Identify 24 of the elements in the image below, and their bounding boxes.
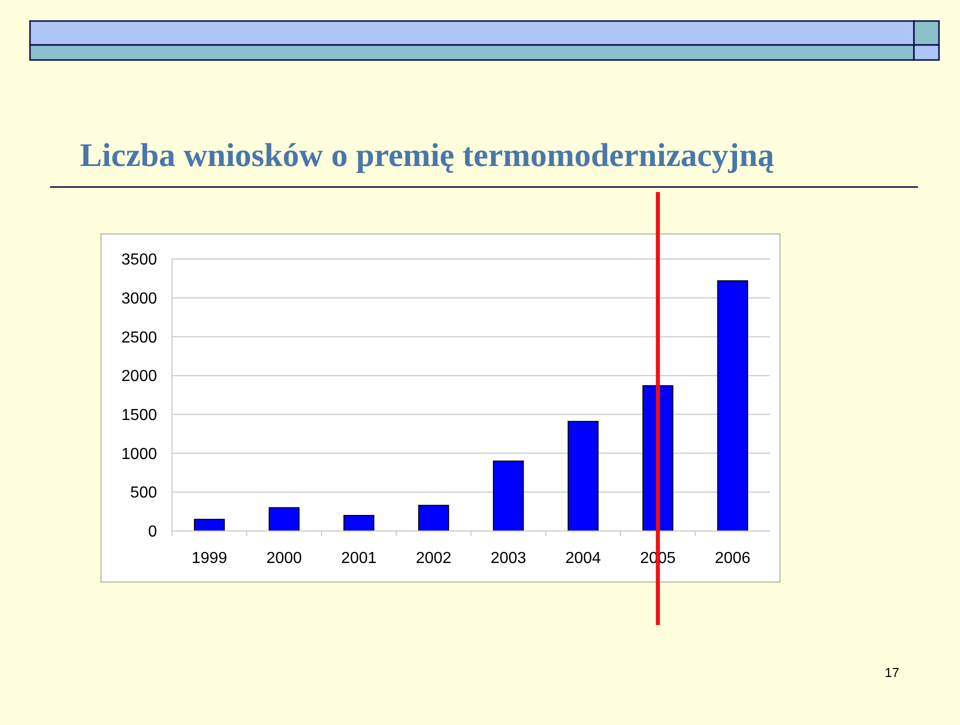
y-tick-label: 1500: [121, 407, 158, 424]
y-tick-label: 3500: [121, 252, 158, 269]
x-tick-label: 2003: [490, 550, 526, 567]
bar: [268, 507, 300, 532]
bar: [343, 514, 374, 532]
x-tick-label: 2002: [416, 550, 452, 567]
bar: [568, 420, 599, 532]
y-tick-label: 2000: [121, 368, 158, 386]
bar: [717, 280, 748, 532]
x-tick-label: 2004: [565, 550, 602, 567]
x-tick-label: 2000: [266, 550, 302, 567]
y-tick-label: 3000: [121, 290, 158, 308]
text: 17: [884, 665, 900, 680]
y-tick-label: 1000: [121, 446, 158, 463]
x-tick-label: 2006: [714, 550, 751, 567]
y-tick-label: 0: [148, 524, 158, 541]
bar: [492, 460, 524, 532]
chart-title: Liczba wniosków o premię termomodernizacyjną: [80, 138, 774, 174]
bar: [194, 518, 225, 532]
y-tick-label: 2500: [121, 329, 158, 346]
x-tick-label: 1999: [192, 550, 228, 567]
y-tick-label: 500: [130, 484, 158, 502]
bar: [418, 504, 450, 532]
x-tick-label: 2001: [341, 550, 377, 567]
